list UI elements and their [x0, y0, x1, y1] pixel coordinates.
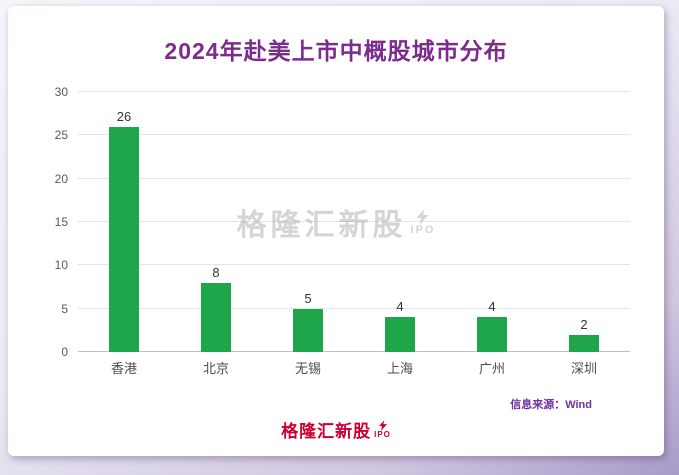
y-tick-label: 15	[54, 215, 68, 229]
plot-area: 26 8 5 4 4 2	[78, 92, 630, 352]
y-tick-label: 20	[54, 171, 68, 186]
bar	[293, 308, 323, 352]
bar	[109, 126, 139, 352]
footer-logo-text: 格隆汇新股	[281, 422, 372, 441]
bar-value-label: 5	[304, 290, 312, 306]
bar	[477, 317, 507, 352]
bar-column: 5	[262, 92, 354, 352]
gridline	[78, 221, 630, 222]
bar-column: 8	[170, 92, 262, 352]
y-tick-label: 25	[54, 128, 68, 143]
footer-logo-side: IPO	[374, 420, 391, 439]
bar-column: 2	[538, 92, 630, 352]
plot-grid	[78, 91, 630, 352]
source-note: 信息来源：Wind	[510, 399, 592, 411]
bar-value-label: 2	[580, 316, 588, 332]
x-axis-label: 北京	[202, 361, 229, 376]
y-tick-label: 5	[61, 301, 68, 316]
bar-value-label: 4	[396, 299, 404, 315]
footer-logo: 格隆汇新股 IPO	[8, 417, 664, 442]
y-tick-label: 10	[54, 258, 68, 273]
y-tick-label: 30	[54, 85, 68, 99]
gridline	[78, 91, 630, 92]
footer-logo-ipo-label: IPO	[374, 430, 391, 439]
x-axis: 香港 北京 无锡 上海 广州 深圳	[78, 358, 630, 377]
bar-column: 4	[354, 92, 446, 352]
gridline	[78, 264, 630, 266]
gridline	[78, 177, 630, 179]
bar-value-label: 4	[488, 299, 496, 315]
bar-column: 4	[446, 92, 538, 352]
x-axis-label: 广州	[478, 361, 505, 376]
x-axis-label: 上海	[386, 361, 413, 376]
bar-value-label: 26	[116, 108, 132, 124]
bar	[385, 317, 415, 352]
lightning-icon	[378, 420, 387, 431]
gridline	[78, 307, 630, 309]
bar-chart: 0 5 10 15 20 25 30 26 8 5 4 4 2 香港 北京 无锡 上海 广州 深圳 格隆汇新股 …	[36, 85, 636, 382]
bars-row: 26 8 5 4 4 2	[78, 92, 630, 352]
x-axis-label: 无锡	[294, 361, 321, 376]
chart-title: 2024年赴美上市中概股城市分布	[164, 38, 508, 64]
bar-value-label: 8	[212, 264, 220, 280]
x-axis-label: 香港	[110, 361, 137, 376]
gridline	[78, 351, 630, 352]
bar	[569, 334, 599, 352]
x-axis-label: 深圳	[570, 361, 597, 376]
y-tick-label: 0	[61, 345, 68, 359]
chart-card: 2024年赴美上市中概股城市分布 0 5 10 15 20 25 30 26 8 5 4 4 2 香港…	[8, 6, 664, 456]
bar-column: 26	[78, 92, 170, 352]
gridline	[78, 134, 630, 136]
bar	[201, 282, 231, 352]
